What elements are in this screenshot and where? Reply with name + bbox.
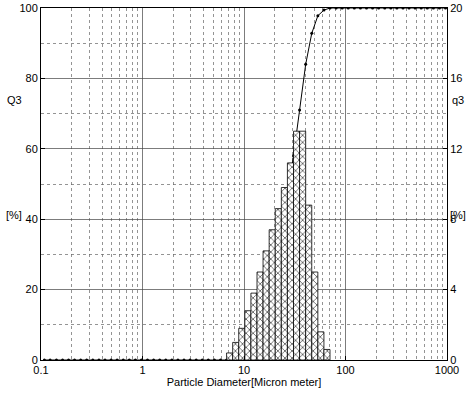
svg-text:20: 20 (450, 2, 462, 14)
svg-text:40: 40 (26, 213, 38, 225)
svg-text:10: 10 (238, 364, 250, 376)
svg-text:0.1: 0.1 (33, 364, 48, 376)
svg-text:[%]: [%] (450, 209, 466, 221)
svg-text:4: 4 (450, 283, 456, 295)
svg-text:8: 8 (450, 213, 456, 225)
svg-text:1: 1 (139, 364, 145, 376)
svg-text:q3: q3 (452, 94, 464, 106)
svg-text:[%]: [%] (6, 209, 22, 221)
svg-text:80: 80 (26, 72, 38, 84)
svg-text:Particle Diameter[Micron meter: Particle Diameter[Micron meter] (167, 376, 322, 388)
svg-text:12: 12 (450, 143, 462, 155)
svg-text:16: 16 (450, 72, 462, 84)
svg-text:0: 0 (450, 354, 456, 366)
svg-text:Q3: Q3 (7, 94, 22, 106)
svg-text:100: 100 (19, 2, 37, 14)
svg-text:0: 0 (32, 354, 38, 366)
svg-text:60: 60 (26, 143, 38, 155)
svg-text:20: 20 (26, 283, 38, 295)
svg-text:1000: 1000 (435, 364, 459, 376)
svg-text:100: 100 (336, 364, 354, 376)
